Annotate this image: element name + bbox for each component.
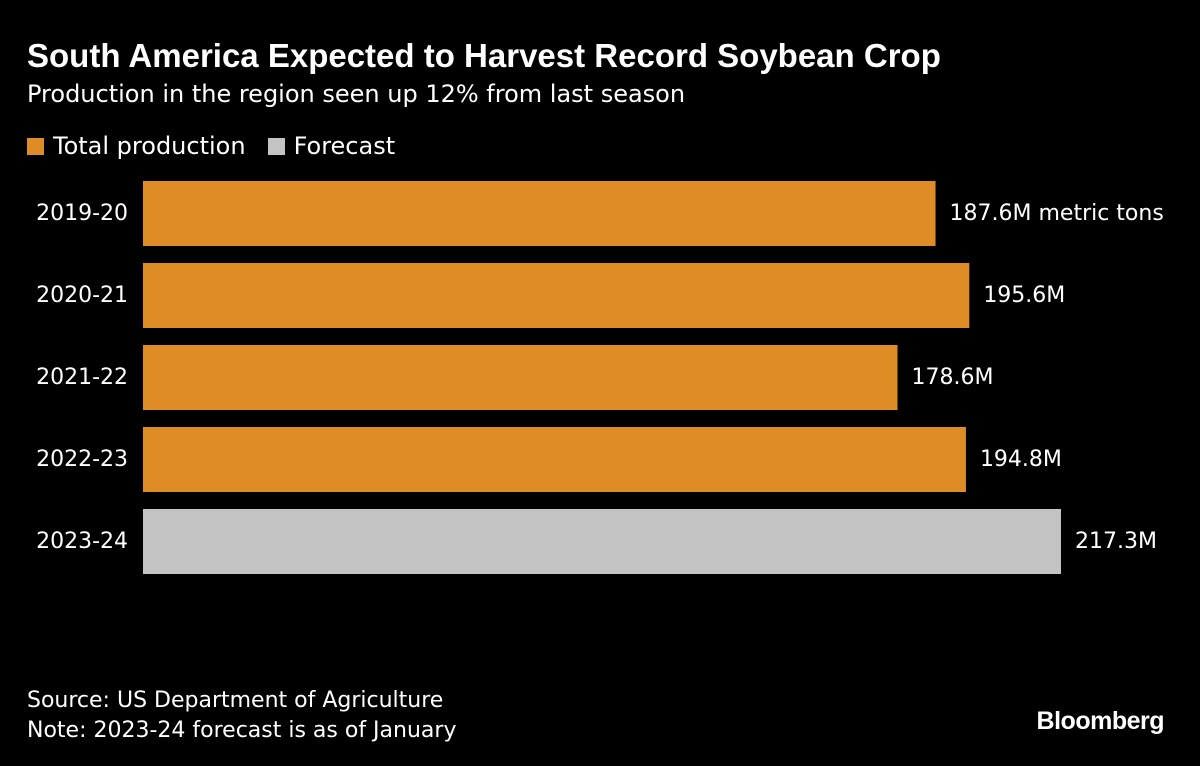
legend-label-total-production: Total production <box>53 132 246 160</box>
value-label-2023-24: 217.3M <box>1075 529 1157 554</box>
bar-2020-21 <box>143 263 970 328</box>
bar-2019-20 <box>143 181 936 246</box>
category-label-2022-23: 2022-23 <box>36 447 128 472</box>
source-note: Source: US Department of Agriculture <box>27 688 444 713</box>
chart-legend: Total production Forecast <box>27 130 417 162</box>
bar-2023-24 <box>143 509 1061 574</box>
legend-item-forecast: Forecast <box>267 132 396 160</box>
value-label-2022-23: 194.8M <box>980 447 1062 472</box>
value-label-2021-22: 178.6M <box>912 365 994 390</box>
legend-swatch-forecast <box>267 137 285 155</box>
legend-swatch-total-production <box>27 137 44 155</box>
bar-2022-23 <box>143 427 966 492</box>
chart-subtitle: Production in the region seen up 12% fro… <box>27 80 686 108</box>
category-label-2021-22: 2021-22 <box>36 365 128 390</box>
legend-label-forecast: Forecast <box>293 132 396 160</box>
category-label-2023-24: 2023-24 <box>36 529 128 554</box>
value-label-2020-21: 195.6M <box>983 283 1065 308</box>
bloomberg-logo: Bloomberg <box>1036 707 1165 735</box>
chart-title: South America Expected to Harvest Record… <box>27 37 941 74</box>
footnote: Note: 2023-24 forecast is as of January <box>27 718 457 743</box>
category-label-2019-20: 2019-20 <box>36 201 128 226</box>
value-label-2019-20: 187.6M metric tons <box>950 201 1164 226</box>
legend-item-total-production: Total production <box>27 132 246 160</box>
category-label-2020-21: 2020-21 <box>36 283 128 308</box>
bar-2021-22 <box>143 345 898 410</box>
